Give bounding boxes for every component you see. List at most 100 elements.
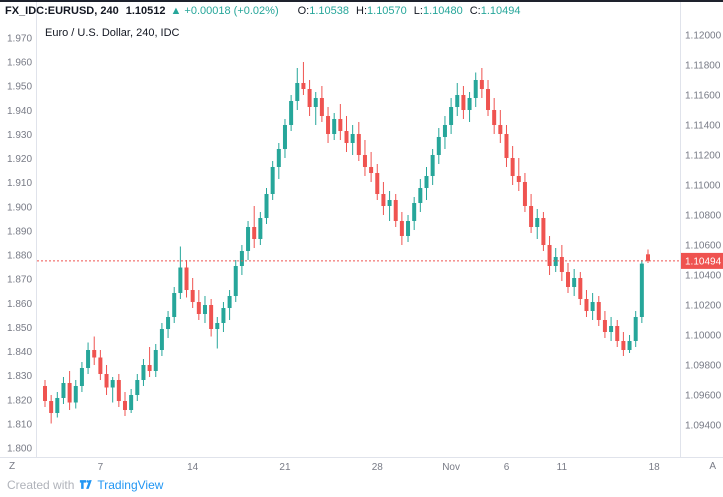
candle-body [449, 107, 454, 125]
bottom-right-axis-letter[interactable]: A [709, 461, 716, 472]
time-axis-label: 14 [187, 462, 199, 473]
chart-legend[interactable]: FX_IDC:EURUSD, 240 1.10512 ▲ +0.00018 (+0.… [5, 5, 521, 17]
candle-body [49, 401, 54, 413]
left-axis-label: 1.880 [7, 251, 32, 262]
time-axis-label: Nov [442, 462, 460, 473]
left-axis-label: 1.970 [7, 34, 32, 45]
left-axis-label: 1.800 [7, 444, 32, 455]
candle-body [332, 119, 337, 134]
candle-body [412, 203, 417, 221]
left-axis-label: 1.870 [7, 275, 32, 286]
chart-subtitle: Euro / U.S. Dollar, 240, IDC [45, 27, 180, 39]
right-axis-label: 1.11800 [685, 61, 721, 72]
candle-body [609, 326, 614, 332]
candle-body [356, 134, 361, 155]
open-value: 1.10538 [309, 5, 350, 17]
candle-body [129, 395, 134, 410]
right-axis-label: 1.11000 [685, 181, 721, 192]
candle-body [553, 257, 558, 266]
candle-body [516, 176, 521, 182]
candle-body [627, 341, 632, 350]
candle-body [633, 317, 638, 341]
candle-body [387, 200, 392, 206]
high-label: H: [356, 5, 368, 17]
candle-body [141, 365, 146, 380]
candle-body [166, 317, 171, 329]
candle-body [110, 380, 115, 388]
right-axis-label: 1.09600 [685, 391, 722, 402]
close-value: 1.10494 [480, 5, 521, 17]
candle-body [233, 266, 238, 296]
candle-body [221, 308, 226, 323]
candle-body [639, 263, 644, 317]
candle-body [79, 368, 84, 386]
candle-body [196, 302, 201, 314]
time-axis-label: 7 [98, 462, 104, 473]
tradingview-brand-text[interactable]: TradingView [97, 477, 164, 492]
candle-body [159, 329, 164, 350]
candle-body [406, 221, 411, 236]
candle-body [270, 167, 275, 194]
candle-body [596, 302, 601, 320]
left-axis-label: 1.810 [7, 419, 32, 430]
current-price-label [681, 252, 723, 269]
time-axis-label: 18 [649, 462, 661, 473]
candle-body [227, 296, 232, 308]
candle-body [350, 134, 355, 143]
open-label: O: [297, 5, 310, 17]
candle-body [326, 116, 331, 134]
candle-body [430, 155, 435, 176]
candle-body [289, 101, 294, 125]
ohlc-values: O:1.10538 H:1.10570 L:1.10480 C:1.10494 [291, 5, 521, 17]
candle-body [276, 149, 281, 167]
right-axis-label: 1.11600 [685, 91, 721, 102]
candle-body [559, 257, 564, 272]
left-axis-label: 1.910 [7, 178, 32, 189]
candle-body [282, 125, 287, 149]
right-axis-label: 1.09800 [685, 361, 722, 372]
candle-body [246, 227, 251, 251]
candle-body [104, 374, 109, 388]
last-price: 1.10512 [125, 5, 166, 17]
candle-body [362, 155, 367, 167]
right-axis-label: 1.10200 [685, 301, 722, 312]
candle-body [578, 278, 583, 299]
candle-body [122, 401, 127, 410]
symbol-title[interactable]: FX_IDC:EURUSD, 240 [5, 5, 119, 17]
created-with-label: Created with [7, 477, 75, 492]
candle-body [67, 383, 72, 403]
candle-body [621, 341, 626, 350]
candle-body [504, 134, 509, 158]
left-axis-label: 1.890 [7, 226, 32, 237]
candle-body [436, 137, 441, 155]
right-axis-label: 1.11200 [685, 151, 721, 162]
candle-body [529, 206, 534, 227]
candle-body [442, 125, 447, 137]
change-absolute: +0.00018 [184, 5, 231, 17]
attribution[interactable]: Created with TradingView [7, 477, 163, 492]
candle-body [116, 380, 121, 401]
candle-body [338, 119, 343, 131]
left-axis-label: 1.820 [7, 395, 32, 406]
left-axis-label: 1.930 [7, 130, 32, 141]
candle-body [381, 194, 386, 206]
candle-body [178, 267, 183, 293]
left-axis-label: 1.940 [7, 106, 32, 117]
candle-body [307, 89, 312, 107]
candle-body [215, 323, 220, 329]
candle-body [184, 267, 189, 290]
candle-body [418, 188, 423, 203]
left-axis-label: 1.860 [7, 299, 32, 310]
candle-body [73, 386, 78, 403]
candle-body [202, 305, 207, 314]
low-value: 1.10480 [422, 5, 463, 17]
bottom-left-axis-letter[interactable]: Z [9, 461, 16, 472]
left-axis-label: 1.850 [7, 323, 32, 334]
candle-body [424, 176, 429, 188]
price-change: ▲ +0.00018 (+0.02%) [170, 5, 278, 17]
candle-body [153, 350, 158, 371]
change-percent: (+0.02%) [233, 5, 279, 17]
left-axis-label: 1.900 [7, 202, 32, 213]
candle-body [264, 194, 269, 218]
